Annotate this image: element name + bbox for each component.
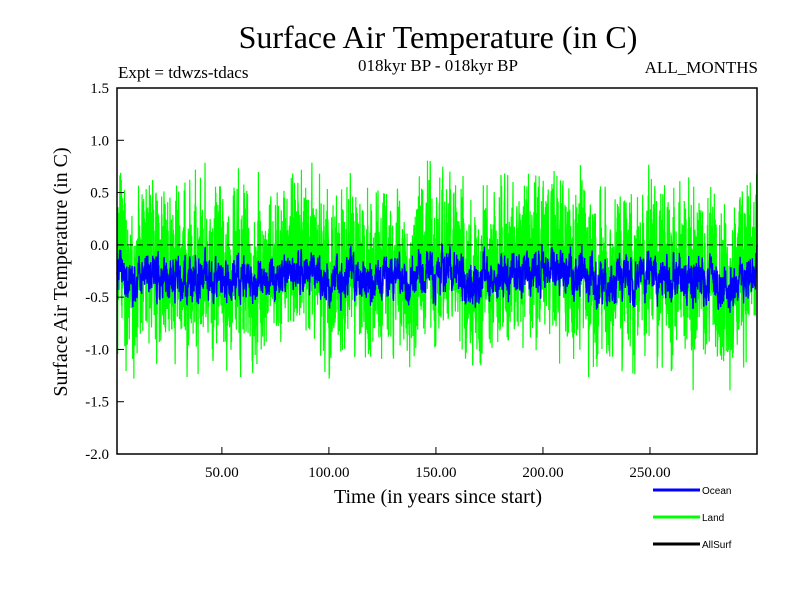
plot-area: 50.00 100.00 150.00 200.00 250.00 -2.0 -1.5 -1…: [85, 81, 758, 481]
experiment-label: Expt = tdwzs-tdacs: [118, 63, 248, 82]
period-label: ALL_MONTHS: [645, 58, 758, 77]
legend-label-land: Land: [702, 513, 724, 524]
legend-label-ocean: Ocean: [702, 486, 731, 497]
x-tick-label: 100.00: [308, 465, 349, 481]
y-tick-label: -1.0: [85, 342, 109, 358]
y-tick-label: -2.0: [85, 447, 109, 463]
y-tick-label: 0.5: [90, 186, 109, 202]
chart-title: Surface Air Temperature (in C): [239, 19, 638, 55]
y-tick-label: -1.5: [85, 395, 109, 411]
y-tick-label: 1.5: [90, 81, 109, 97]
y-tick-label: 0.0: [90, 238, 109, 254]
x-axis-label: Time (in years since start): [334, 486, 542, 508]
plot-frame: [116, 87, 758, 455]
y-axis-label: Surface Air Temperature (in C): [50, 147, 72, 396]
x-ticks: 50.00 100.00 150.00 200.00 250.00: [205, 447, 671, 481]
y-tick-label: -0.5: [85, 290, 109, 306]
x-tick-label: 250.00: [629, 465, 670, 481]
x-tick-label: 150.00: [415, 465, 456, 481]
legend: Ocean Land AllSurf: [653, 486, 732, 551]
series-line-ocean: [116, 242, 758, 313]
series-layer: [116, 160, 758, 391]
legend-label-allsurf: AllSurf: [702, 540, 732, 551]
x-tick-label: 50.00: [205, 465, 239, 481]
chart-subtitle: 018kyr BP - 018kyr BP: [358, 56, 518, 75]
x-tick-label: 200.00: [522, 465, 563, 481]
y-ticks: -2.0 -1.5 -1.0 -0.5 0.0 0.5 1.0 1.5: [85, 81, 124, 463]
y-tick-label: 1.0: [90, 133, 109, 149]
